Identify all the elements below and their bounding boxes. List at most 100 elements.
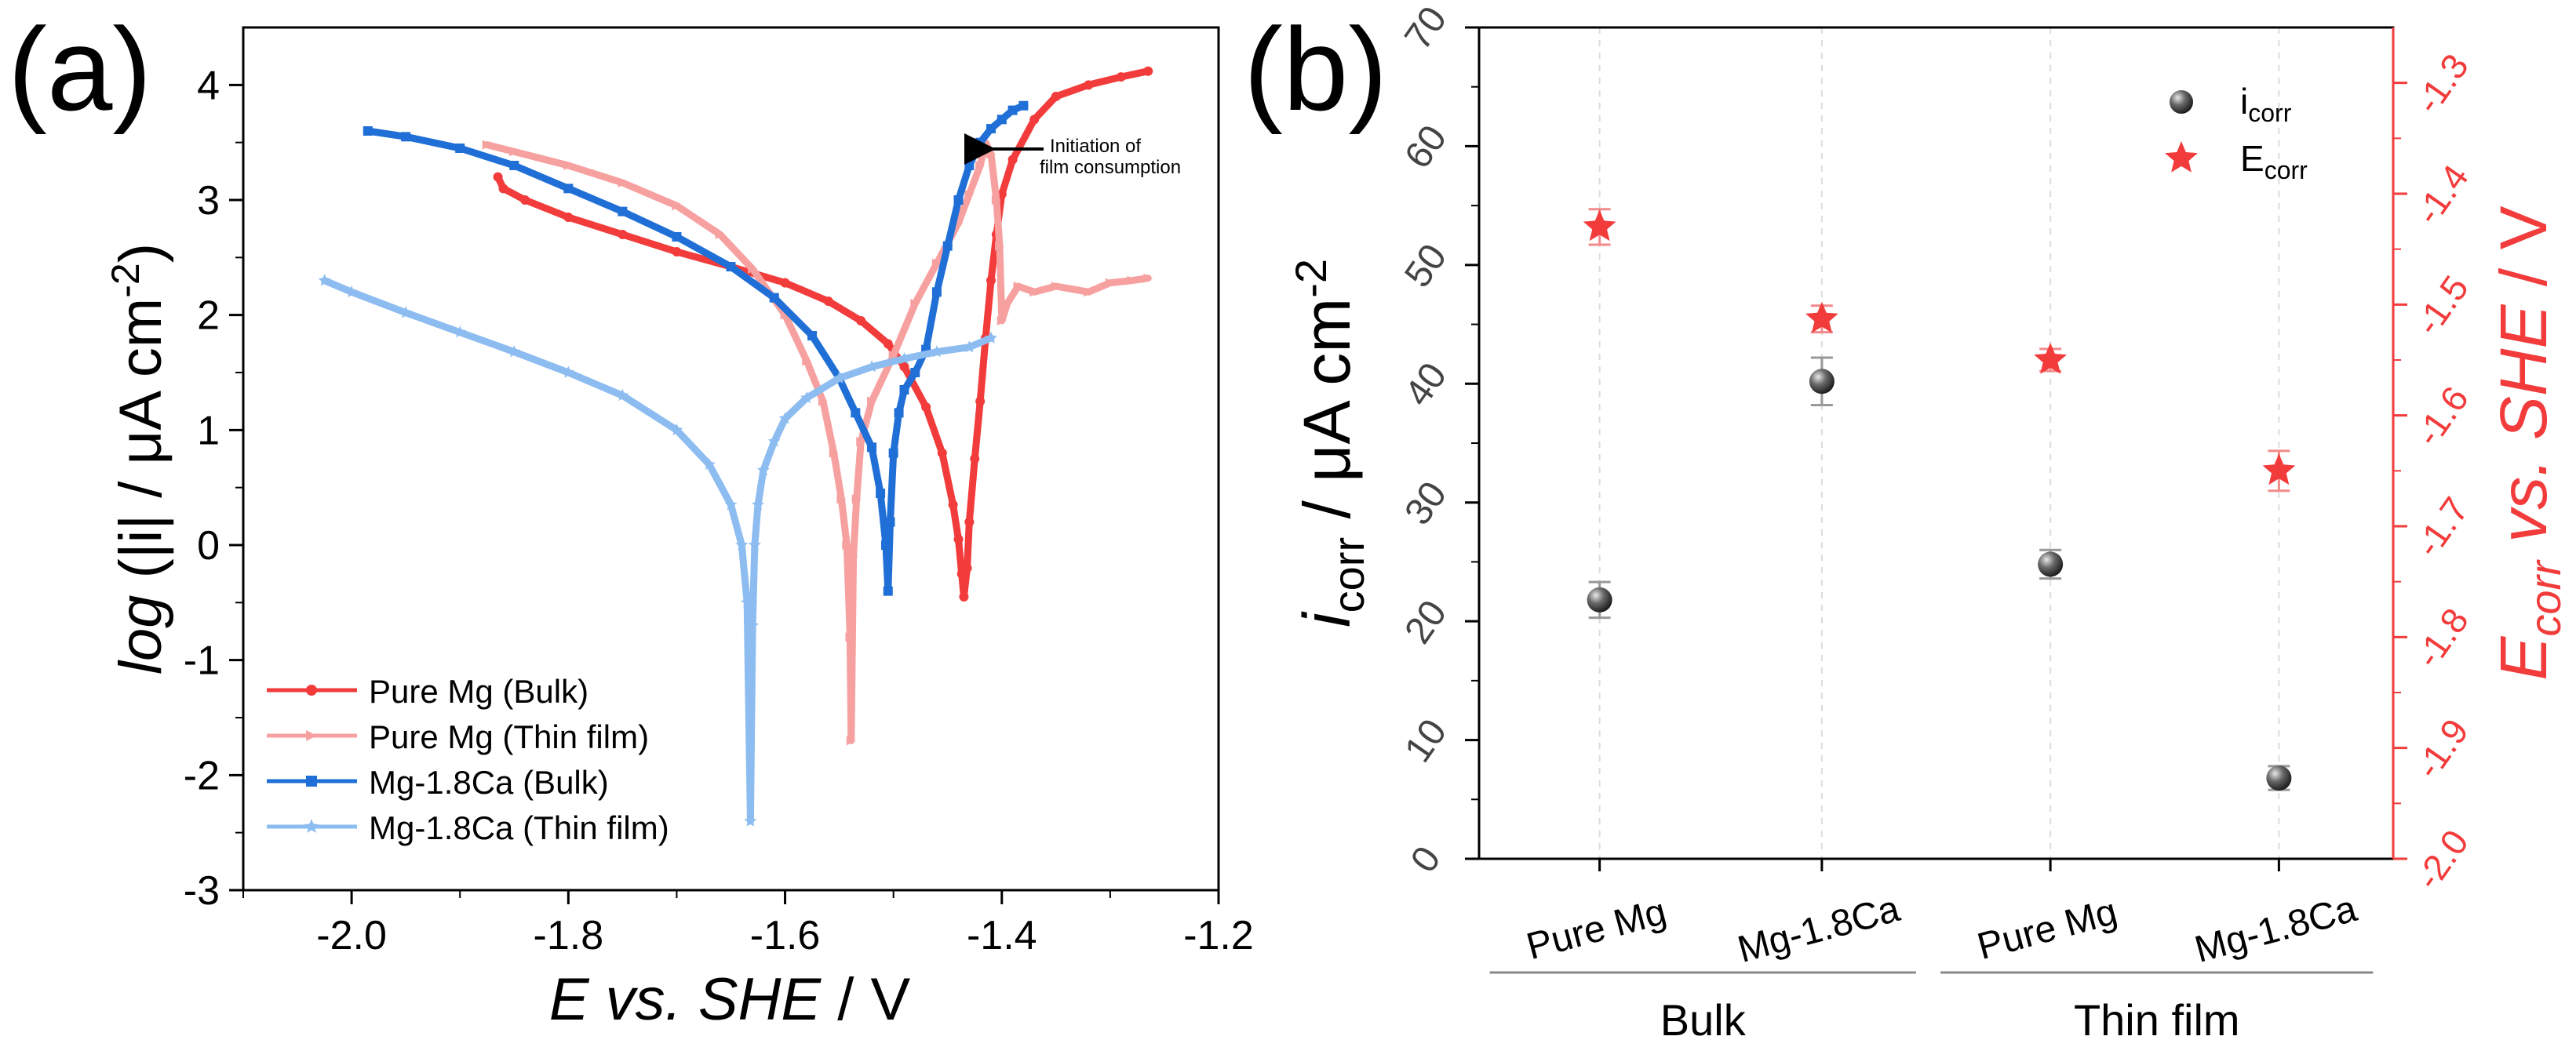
data-point bbox=[885, 517, 895, 527]
data-point bbox=[962, 563, 972, 573]
data-point bbox=[851, 494, 862, 504]
data-point bbox=[888, 351, 898, 360]
y-tick-label-a: -3 bbox=[184, 868, 220, 914]
data-point bbox=[848, 551, 858, 562]
series-a-4 bbox=[318, 274, 997, 827]
chart-a: -2.0 -1.8 -1.6 -1.4 -1.2 -3 -2 -1 0 1 2 3 4 Initiati… bbox=[104, 26, 1254, 1033]
data-point bbox=[846, 736, 856, 746]
data-point bbox=[883, 339, 893, 349]
icorr-point bbox=[1587, 587, 1612, 613]
data-point bbox=[888, 448, 898, 458]
legend-ecorr-sub: corr bbox=[2264, 156, 2308, 184]
legend-icorr-label: icorr bbox=[2240, 81, 2292, 127]
data-point bbox=[616, 388, 629, 402]
y-tick-label-left: 30 bbox=[1397, 474, 1455, 533]
right-label-italic-2: vs. SHE bbox=[2487, 304, 2560, 561]
legend-icorr-name: i bbox=[2240, 81, 2248, 122]
series-a-2 bbox=[482, 137, 1153, 746]
series-line bbox=[494, 67, 1152, 601]
legend-a-marker bbox=[304, 819, 319, 833]
data-point bbox=[498, 184, 508, 194]
data-point bbox=[845, 632, 855, 642]
data-point bbox=[986, 275, 996, 285]
group-label: Bulk bbox=[1660, 995, 1747, 1045]
data-point bbox=[509, 161, 519, 170]
data-point bbox=[898, 352, 911, 365]
data-point bbox=[401, 132, 411, 142]
legend-a-marker bbox=[306, 776, 317, 787]
data-point bbox=[823, 296, 833, 307]
data-point bbox=[1051, 282, 1061, 291]
series-b-1 bbox=[1587, 356, 2292, 791]
data-point bbox=[618, 230, 628, 239]
data-point bbox=[899, 385, 909, 394]
data-point bbox=[769, 293, 779, 303]
legend-ecorr-marker bbox=[2165, 141, 2198, 173]
data-point bbox=[867, 442, 877, 453]
legend-a-marker bbox=[306, 730, 317, 741]
data-point bbox=[1002, 299, 1012, 308]
data-point bbox=[953, 534, 964, 544]
data-point bbox=[363, 126, 373, 136]
data-point bbox=[970, 454, 980, 464]
data-point bbox=[618, 206, 628, 216]
category-label: Pure Mg bbox=[1973, 891, 2122, 968]
y-tick-label-left: 0 bbox=[1403, 839, 1449, 880]
y-tick-label-right: -1.6 bbox=[2407, 379, 2476, 453]
data-point bbox=[1018, 100, 1029, 111]
data-point bbox=[1029, 287, 1040, 297]
data-point bbox=[493, 172, 503, 182]
data-point bbox=[894, 408, 904, 418]
legend-b: icorr Ecorr bbox=[2165, 81, 2308, 184]
series-line bbox=[321, 277, 995, 825]
data-point bbox=[975, 396, 986, 406]
data-point bbox=[997, 115, 1007, 125]
series-a-3 bbox=[363, 100, 1029, 596]
y-label-sup: -2 bbox=[104, 263, 148, 297]
y-tick-label-left: 10 bbox=[1397, 712, 1455, 770]
data-point bbox=[921, 402, 931, 412]
data-point bbox=[1105, 278, 1115, 288]
data-point bbox=[1127, 275, 1137, 285]
icorr-point bbox=[2266, 765, 2292, 791]
x-label-italic: E vs. SHE bbox=[549, 966, 822, 1033]
legend-ecorr-label: Ecorr bbox=[2240, 138, 2308, 184]
data-point bbox=[1007, 105, 1018, 115]
data-point bbox=[778, 412, 792, 424]
y-tick-label-right: -2.0 bbox=[2407, 822, 2476, 896]
y-tick-label-left: 20 bbox=[1397, 593, 1455, 651]
legend-a-marker bbox=[306, 685, 317, 696]
data-point bbox=[942, 241, 953, 251]
data-point bbox=[876, 489, 886, 498]
panel-label-a: (a) bbox=[8, 3, 151, 135]
legend-ecorr-name: E bbox=[2240, 138, 2264, 179]
icorr-point bbox=[2038, 551, 2064, 577]
data-point bbox=[724, 498, 738, 511]
data-point bbox=[767, 434, 781, 447]
y-axis-label-a: log (|i| / μA cm-2) bbox=[104, 243, 174, 674]
legend-a-label: Mg-1.8Ca (Thin film) bbox=[369, 809, 669, 846]
data-point bbox=[520, 195, 530, 205]
data-point bbox=[1013, 282, 1023, 291]
y-axis-label-right: Ecorr vs. SHE / V bbox=[2487, 205, 2570, 680]
data-point bbox=[735, 538, 749, 551]
x-axis-label-a: E vs. SHE / V bbox=[549, 966, 911, 1033]
data-point bbox=[995, 241, 1005, 251]
legend-a-label: Pure Mg (Thin film) bbox=[369, 718, 649, 755]
data-point bbox=[959, 592, 969, 602]
data-point bbox=[1116, 72, 1126, 82]
data-point bbox=[345, 285, 359, 298]
y-tick-label-right: -1.7 bbox=[2407, 489, 2476, 564]
annotation: Initiation of film consumption bbox=[964, 133, 1181, 178]
data-point bbox=[752, 498, 764, 511]
data-point bbox=[672, 231, 682, 242]
legend-icorr-marker bbox=[2170, 90, 2193, 114]
y-tick-label-left: 50 bbox=[1397, 237, 1455, 295]
y-tick-label-a: 3 bbox=[197, 178, 220, 224]
data-point bbox=[997, 316, 1007, 325]
legend-icorr-sub: corr bbox=[2248, 99, 2291, 127]
ecorr-point bbox=[1805, 301, 1838, 333]
data-point bbox=[991, 195, 1001, 205]
y-tick-label-right: -1.4 bbox=[2407, 157, 2476, 231]
